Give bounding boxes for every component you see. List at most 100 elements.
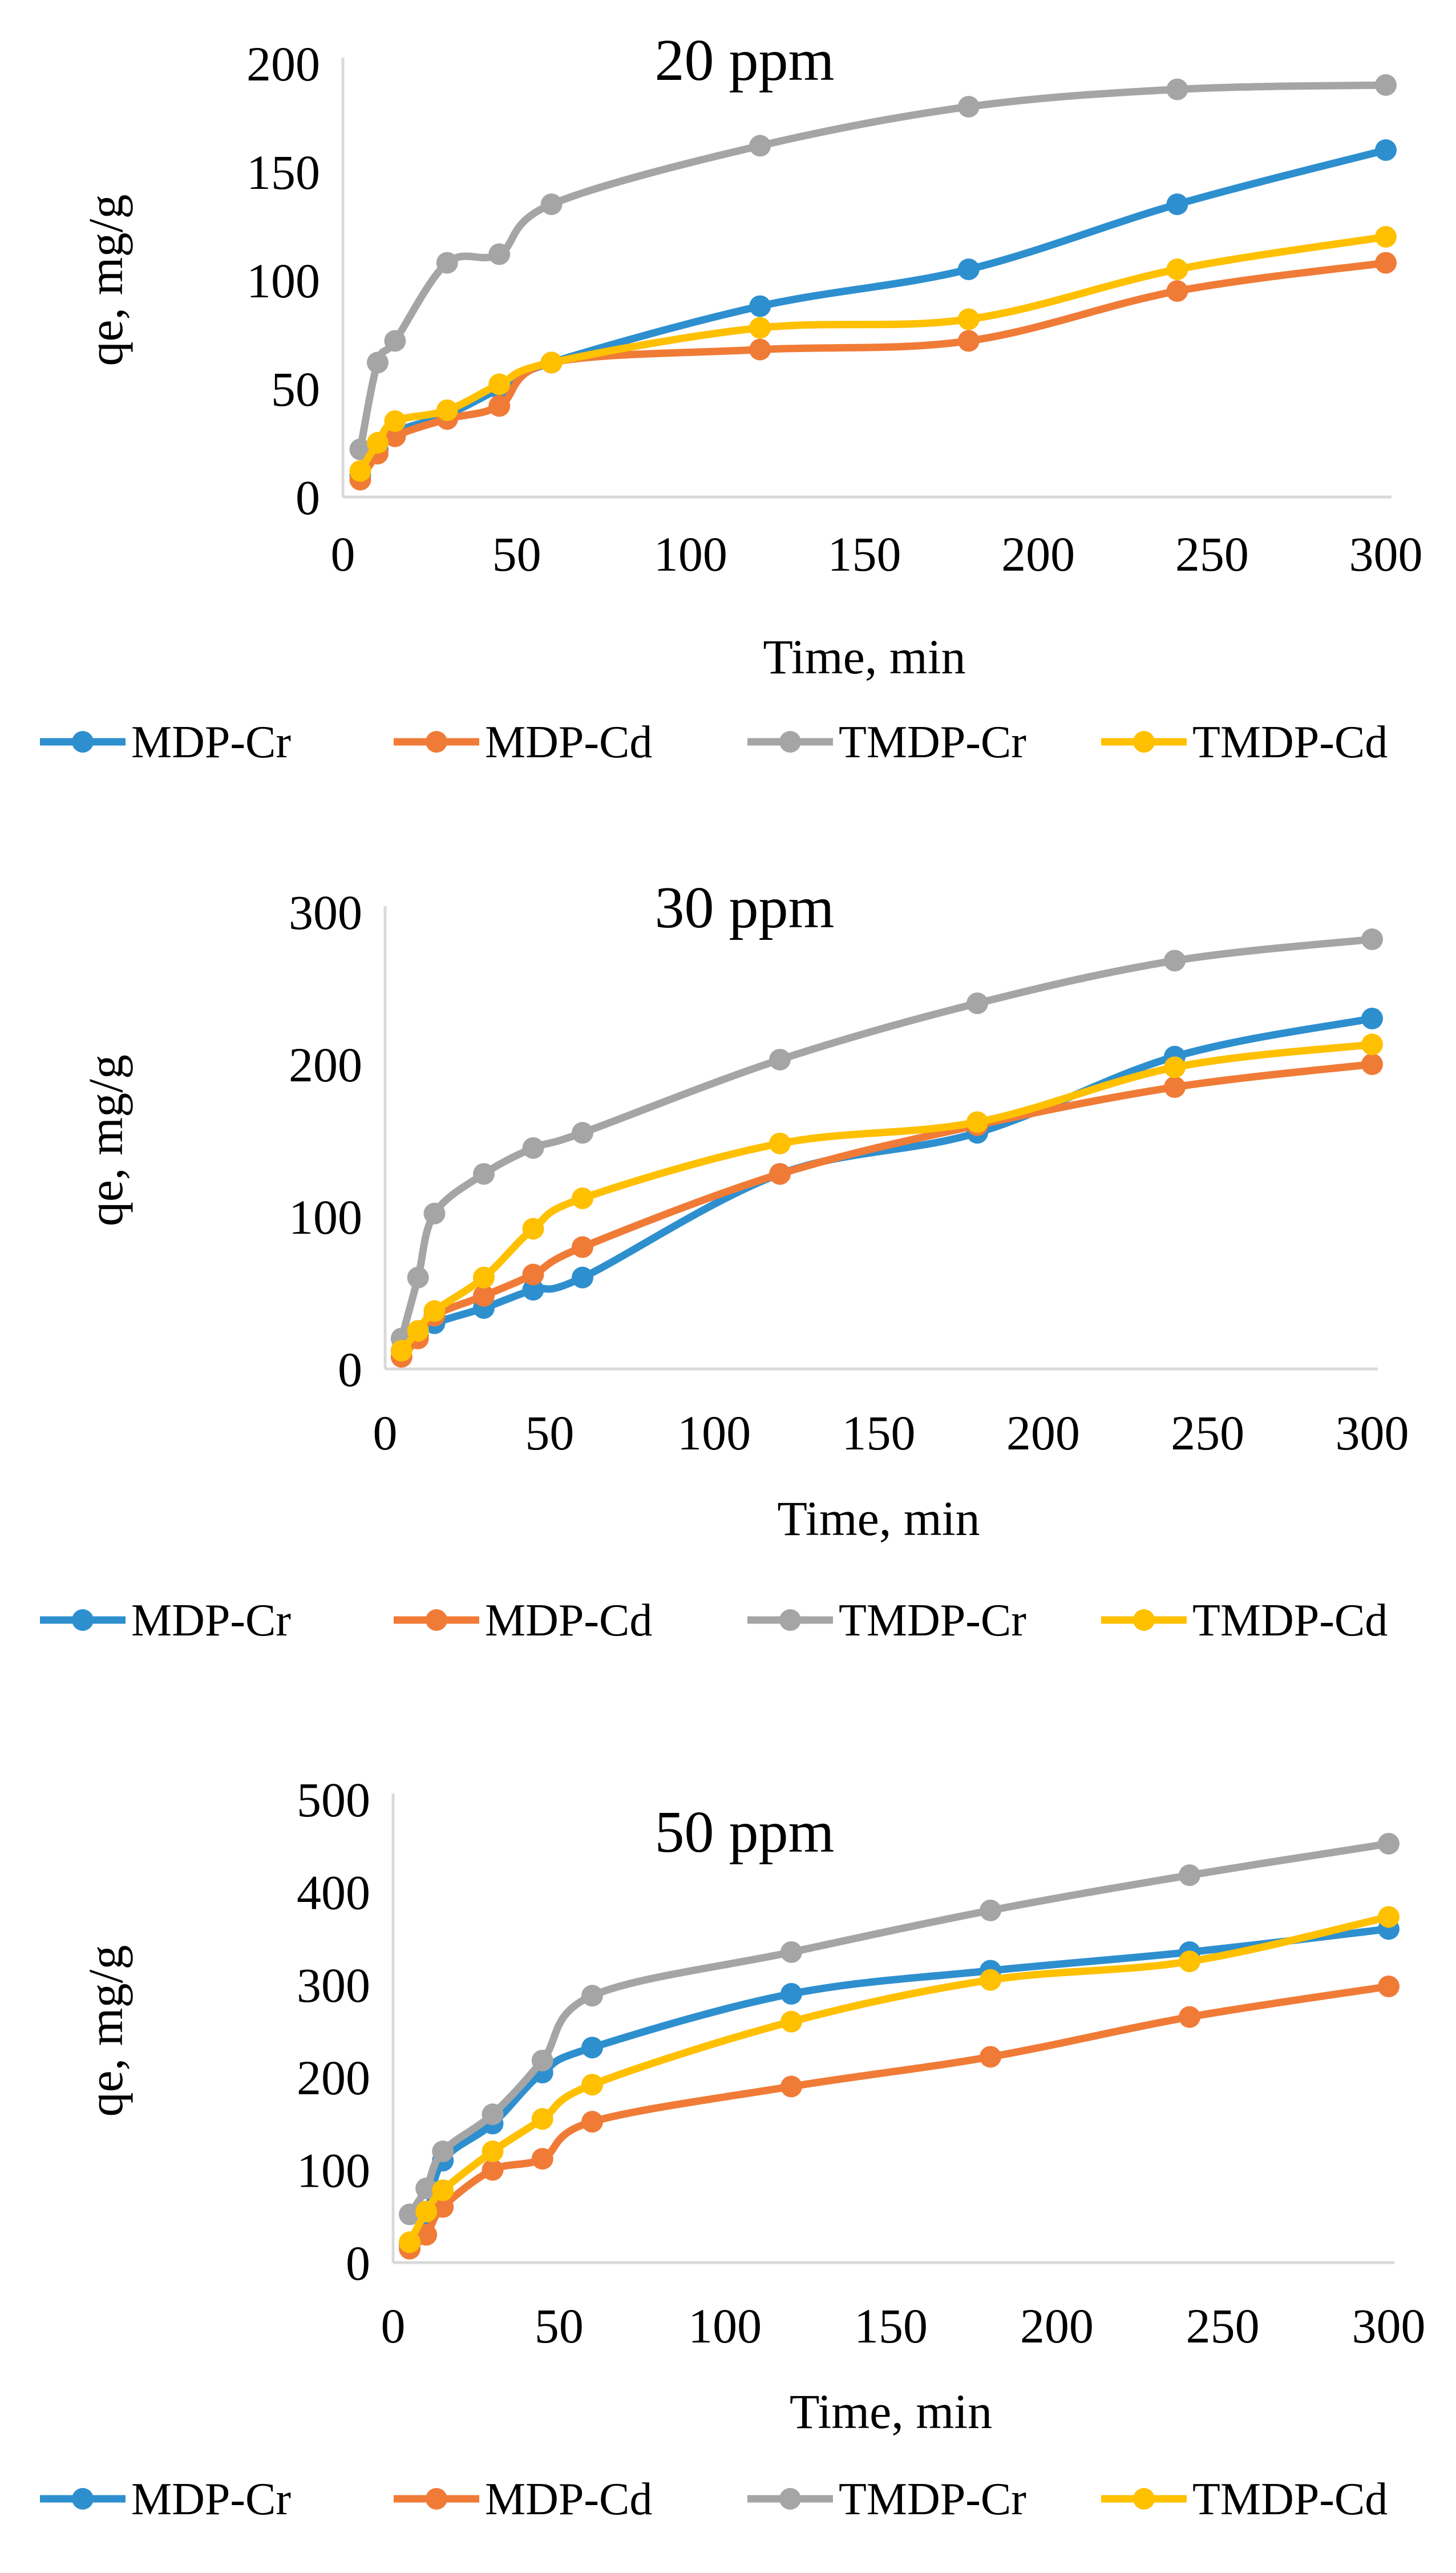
legend-item: TMDP-Cd bbox=[1101, 1595, 1388, 1646]
data-point bbox=[415, 2178, 438, 2200]
x-tick-label: 200 bbox=[1001, 527, 1075, 581]
legend-label: MDP-Cr bbox=[131, 717, 291, 768]
data-point bbox=[1166, 280, 1188, 302]
series-line bbox=[357, 146, 1387, 478]
data-point bbox=[1179, 1950, 1200, 1973]
data-point bbox=[957, 258, 980, 280]
data-point bbox=[749, 135, 771, 157]
series-line bbox=[407, 1982, 1389, 2252]
data-point bbox=[488, 373, 511, 395]
x-tick-label: 50 bbox=[492, 527, 541, 581]
y-tick-label: 400 bbox=[297, 1865, 370, 1920]
x-tick-label: 50 bbox=[525, 1405, 574, 1460]
data-point bbox=[749, 338, 771, 361]
data-point bbox=[1179, 1864, 1200, 1887]
x-axis-label: Time, min bbox=[763, 629, 965, 684]
legend-item: MDP-Cd bbox=[394, 1595, 652, 1646]
legend-label: TMDP-Cr bbox=[839, 1595, 1026, 1646]
data-point bbox=[482, 2140, 504, 2163]
data-point bbox=[1164, 1056, 1186, 1079]
data-point bbox=[522, 1279, 544, 1301]
data-point bbox=[1375, 252, 1397, 274]
series-TMDP-Cr bbox=[399, 1832, 1400, 2225]
legend-swatch-marker bbox=[426, 731, 447, 753]
legend-swatch-marker bbox=[779, 1609, 801, 1631]
data-point bbox=[581, 2111, 603, 2133]
data-point bbox=[581, 2074, 603, 2096]
legend-swatch-marker bbox=[1133, 2488, 1155, 2510]
legend-item: MDP-Cd bbox=[394, 2474, 652, 2524]
y-tick-label: 100 bbox=[289, 1190, 362, 1245]
y-tick-label: 200 bbox=[246, 37, 320, 91]
x-axis-label: Time, min bbox=[777, 1491, 980, 1546]
chart-title: 50 ppm bbox=[655, 1799, 835, 1865]
x-tick-label: 50 bbox=[535, 2299, 584, 2353]
data-point bbox=[1166, 193, 1188, 215]
data-point bbox=[957, 330, 980, 352]
series-line bbox=[357, 233, 1387, 473]
y-tick-label: 100 bbox=[246, 253, 320, 308]
legend-label: MDP-Cd bbox=[485, 717, 652, 768]
data-point bbox=[423, 1300, 446, 1322]
series-TMDP-Cd bbox=[349, 226, 1397, 482]
series-MDP-Cr bbox=[399, 1918, 1400, 2255]
data-point bbox=[1361, 928, 1383, 951]
series-MDP-Cd bbox=[399, 1976, 1400, 2260]
legend-swatch-marker bbox=[426, 2488, 447, 2510]
data-point bbox=[432, 2140, 454, 2163]
data-point bbox=[780, 2075, 802, 2098]
x-tick-label: 250 bbox=[1186, 2299, 1260, 2353]
data-point bbox=[531, 2049, 553, 2071]
data-point bbox=[488, 395, 511, 417]
data-point bbox=[572, 1266, 593, 1288]
y-tick-label: 100 bbox=[297, 2143, 370, 2198]
data-point bbox=[1164, 1076, 1186, 1098]
chart-0: 0 50 100 150 200 0 50 100 150 200 250 300 20 ppm Time… bbox=[40, 27, 1423, 768]
legend-swatch-marker bbox=[72, 1609, 94, 1631]
data-point bbox=[749, 295, 771, 317]
series-MDP-Cr bbox=[349, 139, 1397, 486]
data-point bbox=[1378, 1906, 1400, 1928]
x-tick-label: 100 bbox=[688, 2299, 762, 2353]
legend-item: MDP-Cd bbox=[394, 717, 652, 768]
data-point bbox=[399, 2231, 421, 2253]
x-tick-label: 150 bbox=[854, 2299, 928, 2353]
data-point bbox=[581, 2037, 603, 2059]
data-point bbox=[1166, 78, 1188, 100]
data-point bbox=[1378, 1976, 1400, 1998]
data-point bbox=[966, 992, 988, 1015]
data-point bbox=[407, 1320, 429, 1342]
legend-item: TMDP-Cr bbox=[747, 2474, 1026, 2524]
legend-item: MDP-Cr bbox=[40, 2474, 291, 2524]
data-point bbox=[384, 425, 406, 447]
y-axis-label: qe, mg/g bbox=[78, 195, 133, 366]
legend-swatch-marker bbox=[1133, 1609, 1155, 1631]
data-point bbox=[1375, 139, 1397, 161]
data-point bbox=[522, 1218, 544, 1240]
chart-1: 0 100 200 300 0 50 100 150 200 250 300 30 ppm Time, … bbox=[40, 875, 1409, 1646]
data-point bbox=[980, 1899, 1001, 1921]
data-point bbox=[482, 2103, 504, 2126]
legend-item: TMDP-Cd bbox=[1101, 717, 1388, 768]
data-point bbox=[1375, 74, 1397, 96]
y-axis-label: qe, mg/g bbox=[78, 1055, 133, 1226]
legend-item: TMDP-Cr bbox=[747, 1595, 1026, 1646]
legend-swatch-marker bbox=[72, 2488, 94, 2510]
legend-label: TMDP-Cr bbox=[839, 717, 1026, 768]
x-tick-label: 150 bbox=[842, 1405, 916, 1460]
data-point bbox=[399, 2203, 421, 2225]
data-point bbox=[980, 2046, 1001, 2068]
data-point bbox=[769, 1048, 791, 1071]
y-tick-label: 500 bbox=[297, 1772, 370, 1827]
data-point bbox=[366, 432, 389, 454]
data-point bbox=[473, 1285, 495, 1307]
data-point bbox=[572, 1187, 593, 1209]
data-point bbox=[436, 399, 458, 421]
data-point bbox=[473, 1163, 495, 1185]
legend-swatch-marker bbox=[1133, 731, 1155, 753]
x-tick-label: 0 bbox=[331, 527, 355, 581]
series-TMDP-Cd bbox=[399, 1906, 1400, 2253]
data-point bbox=[522, 1263, 544, 1286]
x-tick-label: 150 bbox=[828, 527, 901, 581]
data-point bbox=[349, 460, 371, 482]
